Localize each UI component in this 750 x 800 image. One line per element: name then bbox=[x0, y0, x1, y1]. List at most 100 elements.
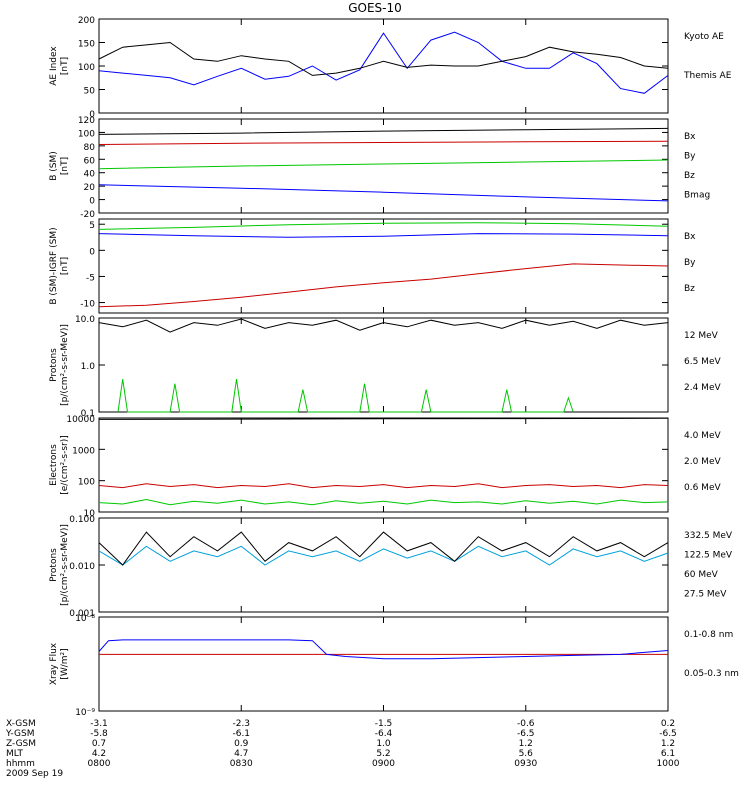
y-tick-label: 200 bbox=[78, 16, 95, 26]
y-tick-label: 1.0 bbox=[81, 362, 96, 372]
panel-frame bbox=[98, 417, 669, 513]
series-line-2-4-mev bbox=[98, 318, 669, 333]
series-line-6-5-mev bbox=[117, 379, 574, 413]
x-row-value: 5.6 bbox=[519, 749, 534, 759]
panel-frame bbox=[98, 218, 669, 314]
panel-protons1: 0.1 1.0 10.0 Protons [p/(cm²-s-sr-MeV)] 12 Me… bbox=[49, 315, 721, 419]
x-row-value: 1.2 bbox=[519, 739, 533, 749]
panel-b: -20 0 20 40 60 80 100 120 B (SM) [nT] Bx By Bz Bmag bbox=[49, 116, 710, 220]
legend-entry: 2.0 MeV bbox=[684, 457, 721, 467]
legend-entry: Kyoto AE bbox=[684, 32, 724, 42]
series-line-bmag bbox=[98, 127, 669, 135]
y-tick-label: 0.010 bbox=[69, 562, 95, 572]
x-row-value: -6.5 bbox=[517, 729, 535, 739]
series-line-by bbox=[98, 159, 669, 170]
y-tick-label: 10 bbox=[84, 509, 96, 519]
y-tick-label: 120 bbox=[78, 116, 95, 126]
y-axis-label: [nT] bbox=[60, 157, 70, 175]
y-axis-label: [W/m²] bbox=[60, 648, 70, 679]
y-axis-label: B (SM)-IGRF (SM) bbox=[49, 227, 59, 304]
panel-protons2: 0.001 0.010 0.100 Protons [p/(cm²-s-sr-MeV)]… bbox=[49, 515, 733, 619]
x-row-value: -6.5 bbox=[659, 729, 677, 739]
legend-entry: 332.5 MeV bbox=[684, 531, 733, 541]
y-axis-label: AE Index bbox=[49, 46, 59, 86]
legend-entry: Bmag bbox=[684, 191, 710, 201]
y-tick-label: 5 bbox=[89, 221, 95, 231]
x-row-value: 4.7 bbox=[234, 749, 248, 759]
x-row-value: 6.1 bbox=[661, 749, 675, 759]
legend-entry: 2.4 MeV bbox=[684, 383, 721, 393]
panel-frame bbox=[98, 317, 669, 413]
legend-entry: 6.5 MeV bbox=[684, 357, 721, 367]
x-row-value: 0.9 bbox=[234, 739, 249, 749]
series-line-0-6-mev bbox=[98, 417, 669, 420]
x-row-value: 5.2 bbox=[376, 749, 390, 759]
legend-entry: Bx bbox=[684, 132, 696, 142]
y-tick-label: 0 bbox=[89, 197, 95, 207]
chart-title: GOES-10 bbox=[348, 1, 402, 15]
x-row-value: -1.5 bbox=[375, 719, 393, 729]
y-tick-label: -20 bbox=[80, 210, 95, 220]
y-tick-label: 50 bbox=[84, 87, 96, 97]
legend-entry: 0.6 MeV bbox=[684, 483, 721, 493]
legend-entry: By bbox=[684, 152, 696, 162]
legend-entry: 60 MeV bbox=[684, 570, 719, 580]
series-line-0-05-0-3-nm bbox=[98, 639, 669, 660]
legend-entry: Bz bbox=[684, 284, 695, 294]
x-row-label: MLT bbox=[6, 749, 24, 759]
legend-entry: 4.0 MeV bbox=[684, 431, 721, 441]
legend-entry: 27.5 MeV bbox=[684, 590, 727, 600]
x-row-label: Z-GSM bbox=[6, 739, 36, 749]
y-axis-label: Electrons bbox=[49, 444, 59, 486]
panel-frame bbox=[98, 616, 669, 712]
y-tick-label: 10.0 bbox=[75, 315, 95, 325]
legend-entry: Bx bbox=[684, 232, 696, 242]
legend-entry: 0.1-0.8 nm bbox=[684, 630, 733, 640]
x-row-value: 0830 bbox=[230, 759, 253, 769]
x-row-label: hhmm bbox=[6, 759, 35, 769]
x-row-value: -2.3 bbox=[232, 719, 250, 729]
y-tick-label: 40 bbox=[84, 170, 96, 180]
x-row-value: -0.6 bbox=[517, 719, 535, 729]
y-tick-label: 80 bbox=[84, 143, 96, 153]
y-tick-label: 60 bbox=[84, 156, 96, 166]
x-row-value: 1000 bbox=[657, 759, 680, 769]
x-row-value: 1.0 bbox=[376, 739, 391, 749]
y-tick-label: 10⁻⁸ bbox=[75, 614, 95, 624]
y-axis-label: Protons bbox=[49, 348, 59, 382]
y-tick-label: 20 bbox=[84, 183, 96, 193]
legend-entry: By bbox=[684, 258, 696, 268]
panel-electrons: 10 100 1000 10000 Electrons [e/(cm²-s-sr)] 4.0… bbox=[49, 415, 721, 519]
y-axis-label: [p/(cm²-s-sr-MeV)] bbox=[60, 524, 70, 606]
y-axis-label: Protons bbox=[49, 548, 59, 582]
y-axis-label: [nT] bbox=[60, 257, 70, 275]
y-tick-label: 0.001 bbox=[69, 609, 95, 619]
series-line-2-0-mev bbox=[98, 498, 669, 506]
y-tick-label: 10⁻⁹ bbox=[75, 708, 95, 718]
panel-bigrf: -10 -5 0 5 B (SM)-IGRF (SM) [nT] Bx By Bz bbox=[49, 218, 696, 314]
y-tick-label: -10 bbox=[80, 300, 95, 310]
series-line-27-5-mev bbox=[98, 531, 669, 566]
legend-entry: Bz bbox=[684, 171, 695, 181]
series-line-bx bbox=[98, 233, 669, 238]
series-line-bx bbox=[98, 184, 669, 202]
x-row-value: 0800 bbox=[88, 759, 111, 769]
x-axis-table: X-GSM -3.1 -2.3 -1.5 -0.6 0.2 Y-GSM -5.8 -6.1 -6.… bbox=[5, 719, 680, 779]
panel-ae: 0 50 100 150 200 AE Index [nT] Kyoto AE Themis A… bbox=[49, 16, 732, 120]
y-tick-label: 0.100 bbox=[69, 515, 95, 525]
x-row-value: 0900 bbox=[372, 759, 395, 769]
y-axis-label: Xray Flux bbox=[49, 642, 59, 685]
series-line-60-mev bbox=[98, 545, 669, 566]
y-axis-label: [p/(cm²-s-sr-MeV)] bbox=[60, 324, 70, 406]
y-tick-label: 150 bbox=[78, 40, 95, 50]
y-axis-label: [nT] bbox=[60, 57, 70, 75]
y-tick-label: 0 bbox=[89, 247, 95, 257]
y-tick-label: 10000 bbox=[66, 415, 95, 425]
x-row-value: -6.4 bbox=[375, 729, 393, 739]
series-line-by bbox=[98, 222, 669, 230]
x-row-value: 0930 bbox=[514, 759, 537, 769]
y-axis-label: [e/(cm²-s-sr)] bbox=[60, 435, 70, 495]
x-row-value: -6.1 bbox=[232, 729, 250, 739]
